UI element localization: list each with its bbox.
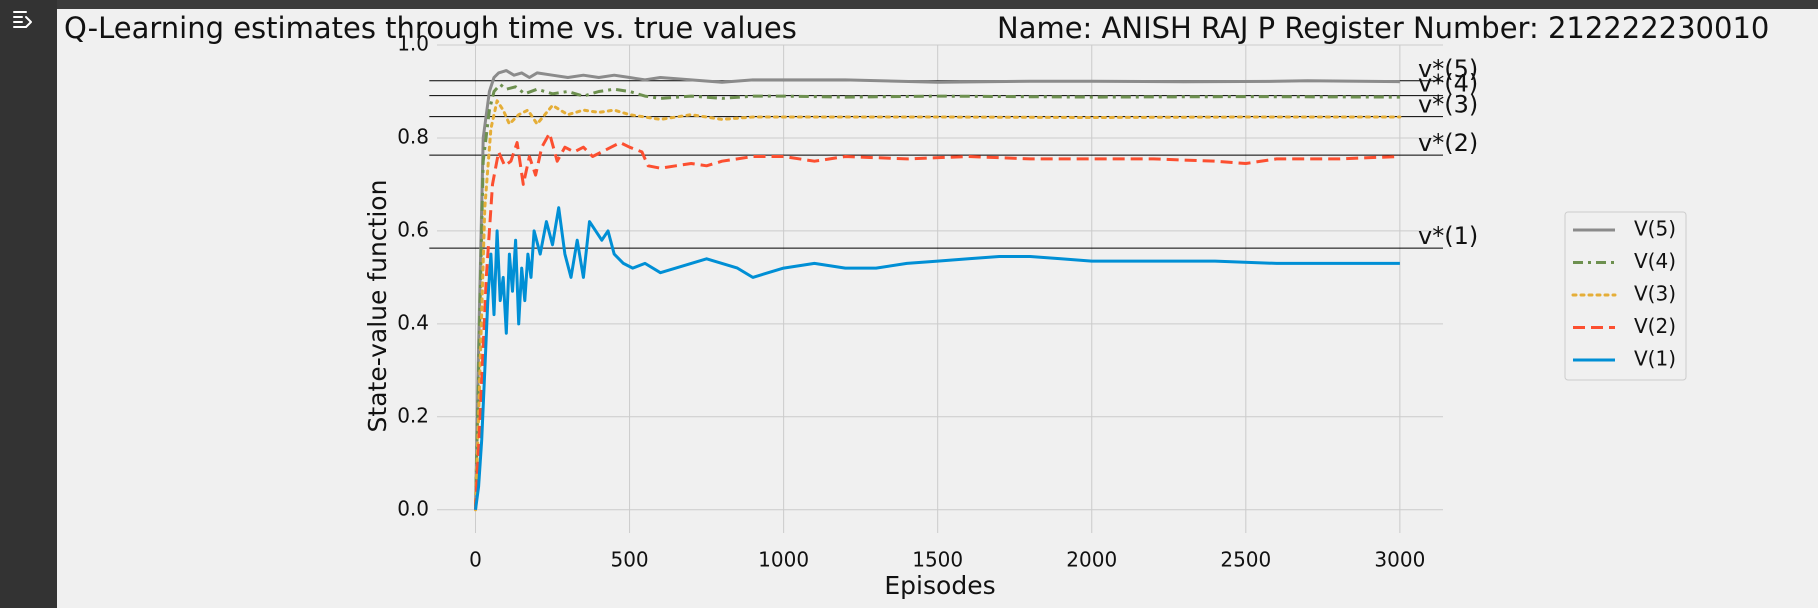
legend-items: V(5) V(4) V(3) V(2) V(1) <box>1571 217 1676 371</box>
legend-box <box>1564 211 1687 381</box>
chart: 0 500 1000 1500 2000 2500 3000 0.0 0.2 0.4 0.6 0.8 1… <box>64 11 1769 600</box>
x-tick-label: 1500 <box>912 548 963 572</box>
chart-title: Q-Learning estimates through time vs. tr… <box>64 11 797 45</box>
top-bar <box>0 0 1818 9</box>
legend-label: V(3) <box>1634 282 1676 306</box>
x-tick-label: 0 <box>469 548 482 572</box>
reference-line-label: v*(3) <box>1418 91 1478 119</box>
y-tick-label: 0.4 <box>397 310 429 334</box>
y-tick-label: 0.6 <box>397 217 429 241</box>
legend-label: V(5) <box>1634 217 1676 241</box>
y-tick-label: 0.8 <box>397 124 429 148</box>
grid <box>437 44 1443 533</box>
reference-line-label: v*(4) <box>1418 70 1478 98</box>
reference-labels: v*(5)v*(4)v*(3) v*(2) v*(1) <box>1418 55 1478 250</box>
chart-subtitle: Name: ANISH RAJ P Register Number: 21222… <box>997 11 1769 45</box>
series-line <box>474 69 1400 510</box>
legend-label: V(4) <box>1634 249 1676 273</box>
reference-line-label: v*(5) <box>1418 55 1478 83</box>
series-lines <box>474 69 1402 512</box>
reference-lines <box>429 80 1443 249</box>
x-tick-label: 500 <box>610 548 648 572</box>
series-line <box>474 83 1400 510</box>
y-tick-label: 0.2 <box>397 403 429 427</box>
cell-sidebar <box>0 0 57 608</box>
x-tick-label: 1000 <box>758 548 809 572</box>
x-tick-label: 3000 <box>1374 548 1425 572</box>
reference-line-label: v*(2) <box>1418 129 1478 157</box>
x-axis-label: Episodes <box>884 571 995 600</box>
y-axis-label: State-value function <box>363 180 392 433</box>
tick-labels: 0 500 1000 1500 2000 2500 3000 0.0 0.2 0.4 0.6 0.8 1… <box>397 32 1425 572</box>
series-line <box>474 99 1402 512</box>
y-tick-label: 1.0 <box>397 32 429 56</box>
legend-label: V(2) <box>1634 314 1676 338</box>
legend-label: V(1) <box>1634 347 1676 371</box>
series-line <box>474 206 1400 510</box>
x-tick-label: 2000 <box>1066 548 1117 572</box>
legend: V(5) V(4) V(3) V(2) V(1) <box>1564 211 1687 381</box>
figure-output: 0 500 1000 1500 2000 2500 3000 0.0 0.2 0.4 0.6 0.8 1… <box>57 9 1818 608</box>
reference-line-label: v*(1) <box>1418 222 1478 250</box>
output-collapse-icon[interactable] <box>9 7 37 35</box>
series-line <box>474 131 1400 510</box>
y-tick-label: 0.0 <box>397 496 429 520</box>
x-tick-label: 2500 <box>1220 548 1271 572</box>
